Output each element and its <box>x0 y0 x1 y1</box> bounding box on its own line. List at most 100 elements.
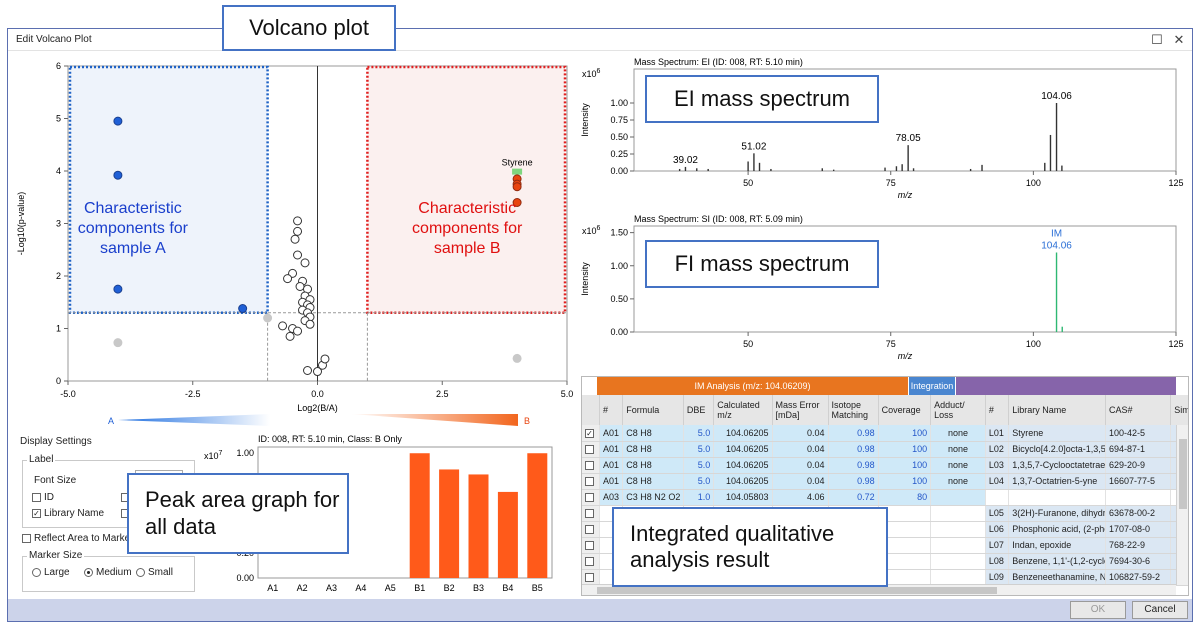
scatter-point <box>512 182 522 192</box>
annotation-sample-a: Characteristic components for sample A <box>78 200 189 257</box>
row-checkbox[interactable]: ✓ <box>582 425 600 442</box>
col-formula[interactable]: Formula <box>622 395 684 425</box>
peak-area-x-tick-label: A1 <box>267 583 278 593</box>
fi-y-label: Intensity <box>580 262 590 296</box>
table-cell: 100 <box>878 457 932 474</box>
checkbox-icon[interactable] <box>585 557 594 567</box>
table-cell <box>930 505 986 522</box>
scatter-point <box>300 258 310 268</box>
table-cell: 104.05803 <box>713 489 773 506</box>
table-cell: L05 <box>985 505 1010 522</box>
table-cell: 7694-30-6 <box>1105 553 1172 570</box>
scatter-point <box>293 250 303 260</box>
table-cell: Benzeneethanamine, N-[(4-hy <box>1008 569 1106 586</box>
table-cell: C8 H8 <box>622 457 684 474</box>
row-checkbox[interactable] <box>582 521 600 538</box>
col-coverage[interactable]: Coverage <box>878 395 932 425</box>
checkbox-icon[interactable] <box>585 461 594 471</box>
table-cell: 5.0 <box>683 425 715 442</box>
table-row[interactable]: ✓ A01 C8 H8 5.0 104.06205 0.04 0.98 100 none L01 S… <box>582 425 1188 442</box>
table-cell: 16607-77-5 <box>1105 473 1172 490</box>
window-title: Edit Volcano Plot <box>16 34 92 45</box>
scrollbar-thumb[interactable] <box>597 587 997 594</box>
checkbox-icon[interactable] <box>585 573 594 583</box>
table-row[interactable]: A01 C8 H8 5.0 104.06205 0.04 0.98 100 none L04 1,… <box>582 473 1188 490</box>
ok-button[interactable]: OK <box>1070 601 1126 619</box>
col-num[interactable]: # <box>599 395 624 425</box>
col-cas[interactable]: CAS# <box>1105 395 1172 425</box>
peak-area-title: ID: 008, RT: 5.10 min, Class: B Only <box>258 434 402 444</box>
y-tick-label: 2 <box>56 271 61 281</box>
medium-radio[interactable]: Medium <box>84 567 132 578</box>
checkbox-icon[interactable] <box>585 445 594 455</box>
col-mass-error[interactable]: Mass Error [mDa] <box>772 395 829 425</box>
row-checkbox[interactable] <box>582 569 600 586</box>
checkbox-icon[interactable] <box>585 541 594 551</box>
close-icon[interactable]: ✕ <box>1173 32 1185 47</box>
row-checkbox[interactable] <box>582 537 600 554</box>
small-radio[interactable]: Small <box>136 567 173 578</box>
maximize-icon[interactable]: ☐ <box>1151 32 1163 47</box>
table-cell <box>878 553 932 570</box>
volcano-plot-area: -5.0 -2.5 0.0 2.5 5.0 0 1 2 3 4 5 6 Log2(B/A) -Log10(… <box>16 61 573 413</box>
row-checkbox[interactable] <box>582 441 600 458</box>
table-cell: 0.72 <box>828 489 879 506</box>
y-tick-label: 4 <box>56 166 61 176</box>
library-name-checkbox[interactable]: ✓ Library Name <box>32 508 105 519</box>
col-calc-mz[interactable]: Calculated m/z <box>713 395 773 425</box>
row-checkbox[interactable] <box>582 505 600 522</box>
row-checkbox[interactable] <box>582 553 600 570</box>
table-row[interactable]: A01 C8 H8 5.0 104.06205 0.04 0.98 100 none L02 Bi… <box>582 441 1188 458</box>
checkbox-icon[interactable] <box>585 477 594 487</box>
col-dbe[interactable]: DBE <box>683 395 715 425</box>
row-checkbox[interactable] <box>582 489 600 506</box>
cancel-button[interactable]: Cancel <box>1132 601 1188 619</box>
table-cell: A01 <box>599 457 624 474</box>
col-sim[interactable]: Sim <box>1170 395 1188 425</box>
scatter-point <box>113 284 123 294</box>
ei-x-tick-label: 100 <box>1026 178 1041 188</box>
scatter-point <box>283 274 293 284</box>
col-adduct[interactable]: Adduct/ Loss <box>930 395 986 425</box>
scatter-point <box>313 367 322 377</box>
gradient-a <box>118 414 270 426</box>
row-checkbox[interactable] <box>582 457 600 474</box>
ei-y-tick-label: 0.50 <box>610 132 628 142</box>
scatter-point <box>512 198 522 207</box>
table-cell: 104.06205 <box>713 441 773 458</box>
annotation-sample-b: Characteristic components for sample B <box>412 200 523 257</box>
table-cell: 63678-00-2 <box>1105 505 1172 522</box>
checkbox-icon[interactable]: ✓ <box>585 428 594 438</box>
table-cell: A01 <box>599 473 624 490</box>
scatter-point <box>295 282 305 291</box>
checkbox-icon[interactable] <box>585 525 594 535</box>
col-lib-num[interactable]: # <box>985 395 1010 425</box>
peak-area-x-tick-label: B5 <box>532 583 543 593</box>
peak-area-x-tick-label: B2 <box>444 583 455 593</box>
id-checkbox[interactable]: ID <box>32 492 54 503</box>
table-row[interactable]: A01 C8 H8 5.0 104.06205 0.04 0.98 100 none L03 1,… <box>582 457 1188 474</box>
reflect-area-checkbox[interactable]: Reflect Area to Marker <box>22 533 133 544</box>
ei-title: Mass Spectrum: EI (ID: 008, RT: 5.10 min… <box>634 57 803 67</box>
table-cell: 5.0 <box>683 441 715 458</box>
scatter-point <box>238 304 248 314</box>
table-row[interactable]: A03 C3 H8 N2 O2 1.0 104.05803 4.06 0.72 80 <box>582 489 1188 506</box>
vscroll-thumb[interactable] <box>1179 439 1187 509</box>
y-tick-label: 6 <box>56 61 61 71</box>
ei-exponent: x106 <box>582 68 601 79</box>
vertical-scrollbar[interactable] <box>1176 425 1188 585</box>
fi-x-tick-label: 100 <box>1026 339 1041 349</box>
col-library-name[interactable]: Library Name <box>1008 395 1106 425</box>
styrene-highlight <box>512 168 523 175</box>
ei-y-tick-label: 0.75 <box>610 115 628 125</box>
row-checkbox[interactable] <box>582 473 600 490</box>
table-cell: L02 <box>985 441 1010 458</box>
checkbox-icon[interactable] <box>585 509 594 519</box>
x-tick-label: -2.5 <box>185 389 201 399</box>
col-isotope[interactable]: Isotope Matching <box>828 395 879 425</box>
scatter-point <box>293 226 303 236</box>
checkbox-icon[interactable] <box>585 493 594 503</box>
large-radio[interactable]: Large <box>32 567 70 578</box>
fi-peak-label-im: IM <box>1051 229 1062 240</box>
table-cell: 0.98 <box>828 457 879 474</box>
